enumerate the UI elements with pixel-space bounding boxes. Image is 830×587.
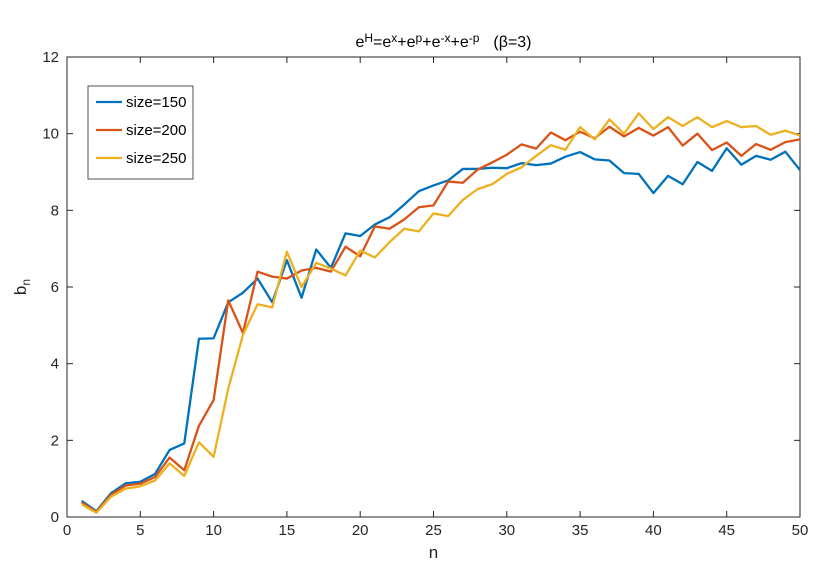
- title-text-part: +e: [450, 34, 468, 51]
- axis-ticks: 0 5 10 15 20 25 30 35 40 45 50 0 2 4 6 8 10 12: [42, 49, 808, 539]
- title-annotation: (β=3): [493, 34, 531, 51]
- y-tick-label: 2: [51, 432, 59, 449]
- title-superscript: -x: [440, 31, 450, 45]
- legend-label: size=200: [126, 122, 186, 139]
- series-line-size=250: [81, 112, 801, 514]
- legend-label: size=150: [126, 94, 186, 111]
- title-superscript: x: [391, 31, 397, 45]
- title-text-part: +e: [397, 34, 415, 51]
- series-line-size=150: [80, 147, 801, 513]
- title-base: e: [355, 34, 364, 51]
- y-tick-label: 6: [51, 279, 59, 296]
- y-tick-label: 0: [51, 509, 59, 526]
- x-tick-label: 10: [205, 522, 222, 539]
- x-tick-label: 35: [572, 522, 589, 539]
- x-tick-label: 0: [63, 522, 71, 539]
- title-superscript: -p: [469, 31, 480, 45]
- y-tick-label: 4: [51, 356, 59, 373]
- y-tick-label: 8: [51, 202, 59, 219]
- y-tick-label: 10: [42, 126, 59, 143]
- series-lines: [80, 112, 801, 514]
- legend: size=150 size=200 size=250: [87, 85, 194, 180]
- title-text-part: =e: [373, 34, 391, 51]
- y-label-base: b: [11, 286, 30, 295]
- legend-label: size=250: [126, 150, 186, 167]
- y-axis-label: bn: [11, 279, 33, 295]
- chart-title: eH=ex+ep+e-x+e-p (β=3): [355, 31, 531, 51]
- y-tick-label: 12: [42, 49, 59, 66]
- x-axis-label: n: [429, 543, 438, 562]
- x-tick-label: 25: [425, 522, 442, 539]
- title-text-part: +e: [422, 34, 440, 51]
- x-tick-label: 30: [498, 522, 515, 539]
- title-superscript: H: [364, 31, 373, 45]
- x-tick-label: 45: [718, 522, 735, 539]
- title-superscript: p: [416, 31, 423, 45]
- x-tick-label: 15: [279, 522, 296, 539]
- x-tick-label: 5: [136, 522, 144, 539]
- x-tick-label: 40: [645, 522, 662, 539]
- x-tick-label: 20: [352, 522, 369, 539]
- y-label-subscript: n: [19, 279, 33, 286]
- series-line-size=200: [81, 125, 801, 514]
- x-tick-label: 50: [792, 522, 809, 539]
